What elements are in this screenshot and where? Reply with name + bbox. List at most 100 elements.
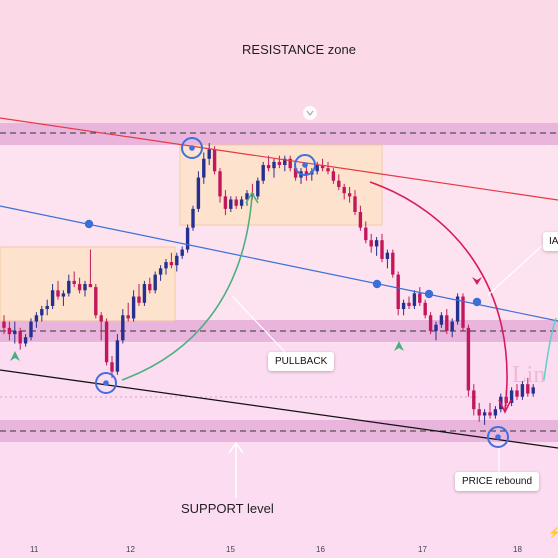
- candle-body: [531, 387, 535, 394]
- channel-touch-dot: [424, 289, 434, 299]
- middle-zone-band: [0, 320, 558, 342]
- candle-body: [196, 177, 201, 209]
- lightning-icon[interactable]: ⚡: [548, 528, 558, 539]
- candle-body: [88, 284, 93, 288]
- candle-body: [434, 324, 438, 331]
- down-arrow-circle-icon: [303, 106, 317, 120]
- down-arrow-marker: [472, 277, 482, 285]
- x-tick-label: 12: [126, 545, 135, 554]
- candle-body: [331, 171, 336, 181]
- candle-body: [23, 337, 28, 344]
- candle-body: [83, 284, 87, 291]
- candle-body: [115, 340, 120, 372]
- candle-body: [509, 390, 514, 403]
- touch-circle-center: [103, 380, 109, 386]
- candle-body: [29, 321, 33, 338]
- candle-body: [18, 330, 22, 344]
- bounce-arrowhead: [245, 191, 259, 204]
- candle-body: [288, 158, 292, 169]
- touch-circle-center: [189, 145, 195, 151]
- edge-rebound-arrow: [543, 317, 557, 381]
- candle-body: [369, 240, 373, 247]
- candle-body: [40, 309, 44, 316]
- candle-body: [169, 262, 174, 266]
- up-arrow-marker: [10, 351, 20, 361]
- candle-body: [104, 321, 109, 363]
- edge-pointer-line: [487, 243, 545, 296]
- candle-body: [320, 165, 325, 169]
- channel-touch-dot: [84, 219, 94, 229]
- support-arrowhead: [228, 441, 244, 454]
- touch-circle-center: [302, 162, 308, 168]
- drop-curve-arrow: [369, 181, 508, 411]
- candle-body: [121, 315, 125, 341]
- candle-body: [13, 330, 17, 335]
- x-tick-label: 15: [226, 545, 235, 554]
- candle-body: [94, 287, 98, 316]
- candle-body: [56, 290, 60, 297]
- candle-body: [207, 149, 211, 159]
- candle-body: [364, 227, 368, 241]
- candle-body: [2, 321, 6, 328]
- resistance-zone-band: [0, 123, 558, 145]
- candle-body: [61, 293, 66, 297]
- candle-body: [153, 274, 157, 291]
- support-zone-band: [0, 420, 558, 442]
- candle-body: [472, 390, 476, 410]
- candle-body: [50, 290, 55, 306]
- candle-body: [293, 168, 298, 178]
- candle-body: [445, 315, 449, 331]
- candle-body: [342, 186, 346, 194]
- touch-circle: [95, 372, 117, 394]
- candle-body: [202, 158, 206, 178]
- candle-body: [218, 171, 222, 197]
- candle-body: [277, 161, 282, 166]
- up-arrow-marker: [394, 341, 404, 351]
- pullback-pointer-line: [231, 295, 286, 353]
- candle-body: [131, 296, 136, 319]
- candle-body: [185, 227, 190, 250]
- candle-body: [412, 293, 417, 306]
- candle-body: [482, 412, 487, 416]
- candle-body: [191, 208, 195, 228]
- candle-body: [353, 196, 357, 212]
- candle-body: [358, 212, 363, 228]
- candle-body: [461, 296, 465, 328]
- resistance-zone-label: RESISTANCE zone: [242, 42, 356, 57]
- channel-lower-line: [0, 369, 558, 449]
- candle-body: [385, 252, 390, 259]
- drop-arrowhead: [498, 399, 512, 414]
- candle-body: [423, 302, 427, 316]
- candle-body: [418, 293, 422, 303]
- candle-body: [77, 284, 82, 291]
- candle-body: [234, 199, 238, 206]
- candle-body: [256, 180, 260, 197]
- candle-body: [7, 327, 12, 335]
- candle-body: [45, 305, 49, 310]
- candle-body: [520, 384, 525, 397]
- down-arrow-circle-icon-glyph: [306, 110, 314, 116]
- candle-body: [229, 199, 233, 209]
- support-area: [0, 343, 558, 558]
- candle-body: [158, 268, 163, 275]
- channel-touch-dot: [372, 279, 382, 289]
- candle-body: [223, 196, 228, 209]
- bounce-curve-arrow: [121, 195, 253, 381]
- candle-body: [326, 168, 330, 172]
- candle-body: [137, 296, 141, 303]
- candle-body: [466, 327, 471, 391]
- touch-circle: [294, 154, 316, 176]
- candle-body: [239, 199, 244, 206]
- candle-body: [180, 249, 184, 256]
- touch-circle: [181, 137, 203, 159]
- touch-circle-center: [495, 434, 501, 440]
- touch-circle: [487, 426, 509, 448]
- candle-body: [488, 412, 492, 416]
- candle-body: [391, 252, 395, 275]
- x-tick-label: 16: [316, 545, 325, 554]
- candle-body: [401, 302, 406, 310]
- candle-body: [34, 315, 39, 322]
- candle-body: [212, 149, 217, 172]
